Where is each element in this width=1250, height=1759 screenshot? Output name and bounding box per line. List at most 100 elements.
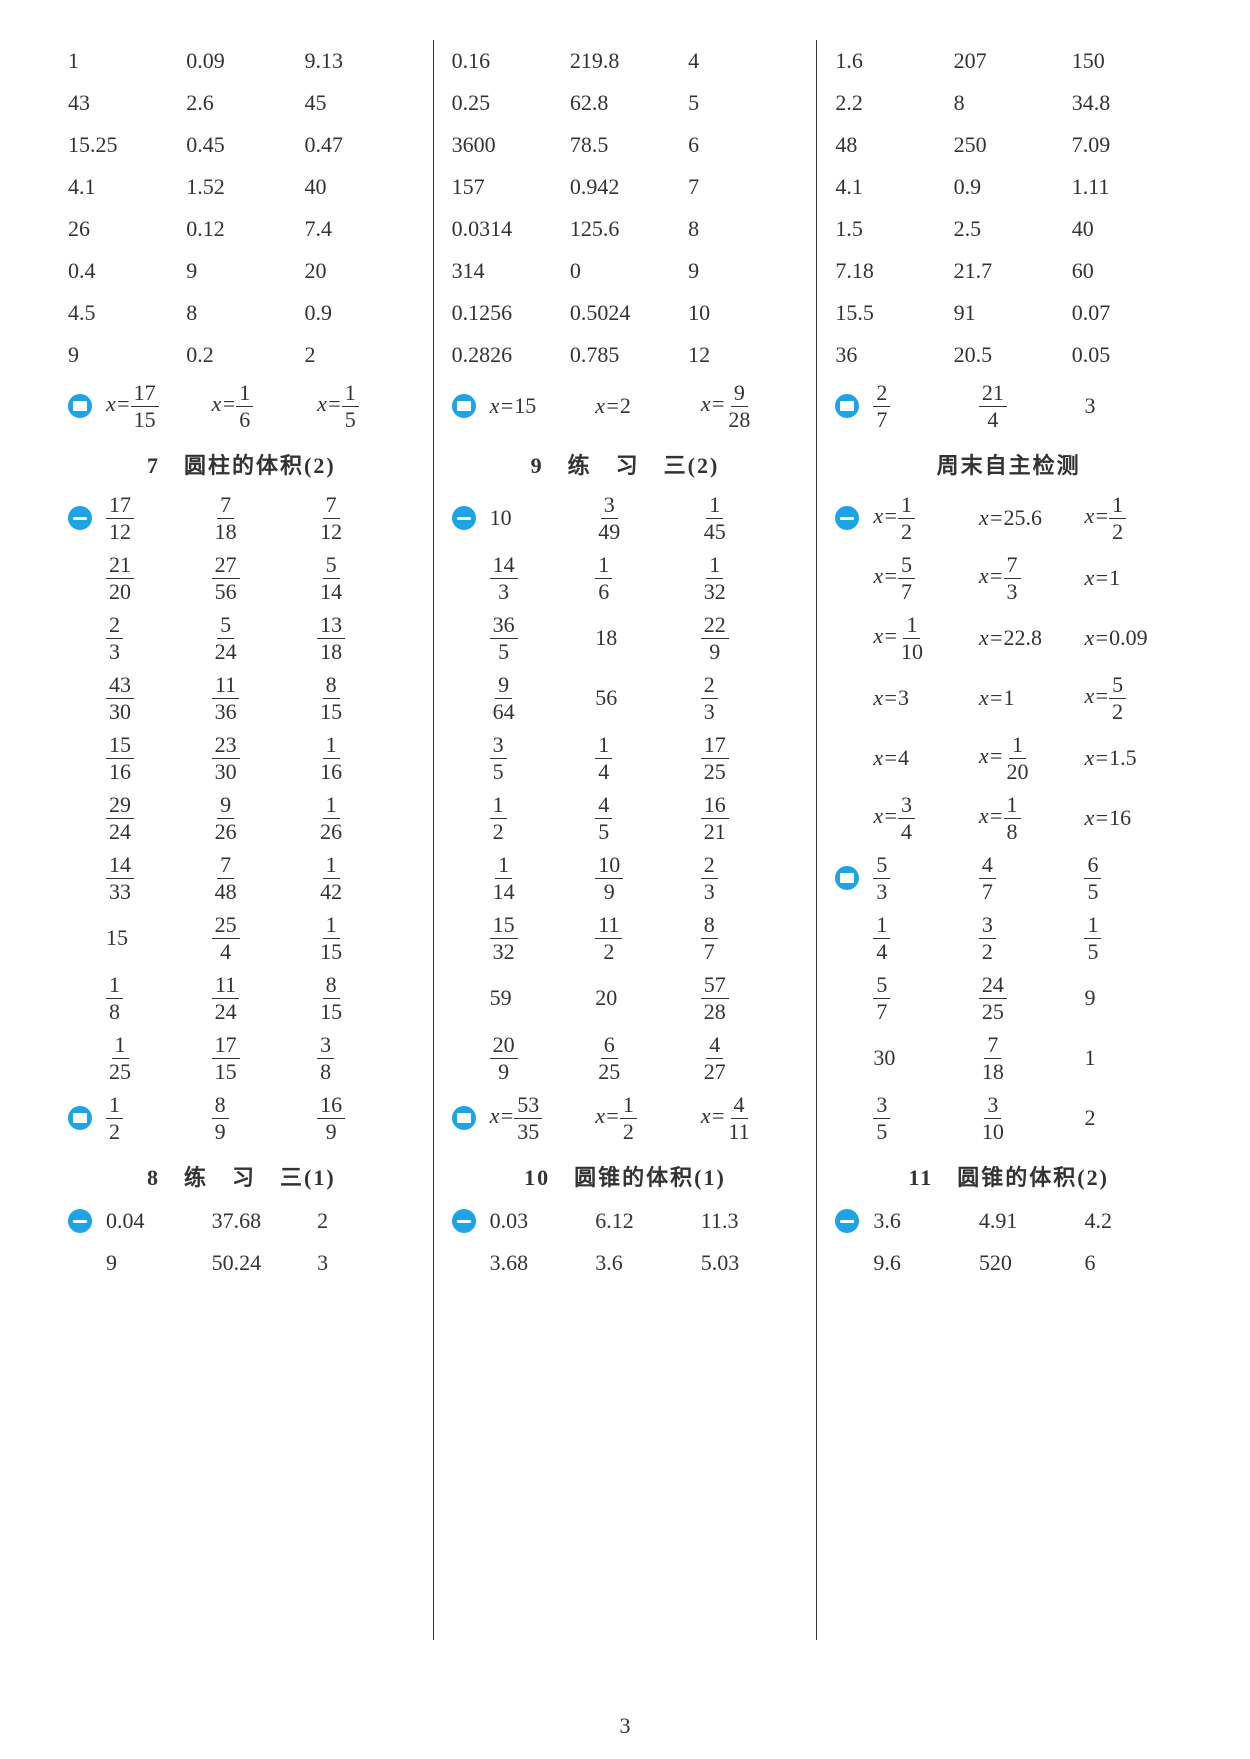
fraction-cell: 14 [595, 732, 693, 785]
bullet-one-icon [68, 506, 92, 530]
cell: 3.6 [873, 1206, 971, 1236]
equation-cell: 169 [317, 1092, 415, 1145]
fraction-row: x=12x=25.6x=12 [835, 488, 1182, 548]
data-row: 3.683.65.03 [452, 1242, 799, 1284]
fraction-cell: 1136 [212, 672, 310, 725]
fraction-cell: x=16 [1084, 803, 1182, 833]
fraction-row: x=110x=22.8x=0.09 [835, 608, 1182, 668]
cell: 314 [452, 256, 562, 286]
fraction-cell: 38 [317, 1032, 415, 1085]
cell: 48 [835, 130, 945, 160]
cell: 0.9 [954, 172, 1064, 202]
fraction-cell: x=0.09 [1084, 623, 1182, 653]
data-row: 9.65206 [835, 1242, 1182, 1284]
fraction-cell: 514 [317, 552, 415, 605]
fraction-cell: 2120 [106, 552, 204, 605]
cell: 0.16 [452, 46, 562, 76]
cell: 0.03 [490, 1206, 588, 1236]
cell: 21.7 [954, 256, 1064, 286]
cell: 2 [317, 1206, 415, 1236]
fraction-cell: 815 [317, 972, 415, 1025]
section-title: 周末自主检测 [835, 448, 1182, 480]
fraction-cell: 87 [701, 912, 799, 965]
cell: 0.09 [186, 46, 296, 76]
cell: 0.0314 [452, 214, 562, 244]
cell: 9 [106, 1248, 204, 1278]
fraction-cell: 20 [595, 983, 693, 1013]
section-title: 11 圆锥的体积(2) [835, 1160, 1182, 1192]
cell: 1.11 [1072, 172, 1182, 202]
cell: 9.6 [873, 1248, 971, 1278]
data-row: 360078.56 [452, 124, 799, 166]
bullet-two-icon [452, 1106, 476, 1130]
fraction-cell: 349 [595, 492, 693, 545]
cell: 0.1256 [452, 298, 562, 328]
equation-row: x=5335x=12x=411 [452, 1088, 799, 1148]
cell: 7 [688, 172, 798, 202]
data-row: 0.0314125.68 [452, 208, 799, 250]
fraction-cell: 209 [490, 1032, 588, 1085]
fraction-cell: 5728 [701, 972, 799, 1025]
cell: 4.1 [835, 172, 945, 202]
cell: 6.12 [595, 1206, 693, 1236]
fraction-row: 235241318 [68, 608, 415, 668]
section-title: 9 练 习 三(2) [452, 448, 799, 480]
fraction-row: 14316132 [452, 548, 799, 608]
cell: 1.5 [835, 214, 945, 244]
cell: 15.5 [835, 298, 945, 328]
cell: 3.6 [595, 1248, 693, 1278]
equation-cell: x=2 [595, 391, 693, 421]
bullet-two-icon [452, 394, 476, 418]
cell: 4.5 [68, 298, 178, 328]
data-row: 31409 [452, 250, 799, 292]
data-row: 2.2834.8 [835, 82, 1182, 124]
bullet-two-icon [835, 866, 859, 890]
fraction-row: 209625427 [452, 1028, 799, 1088]
equation-cell: x=16 [212, 380, 310, 433]
data-row: 4.1 0.9 1.11 [835, 166, 1182, 208]
fraction-cell: 47 [979, 852, 1077, 905]
fraction-cell: x=1.5 [1084, 743, 1182, 773]
data-row: 1.52.540 [835, 208, 1182, 250]
fraction-cell: 1124 [212, 972, 310, 1025]
fraction-cell: 2425 [979, 972, 1077, 1025]
data-row: 482507.09 [835, 124, 1182, 166]
fraction-cell: 12 [490, 792, 588, 845]
fraction-cell: 15 [106, 923, 204, 953]
data-row: 4.11.5240 [68, 166, 415, 208]
fraction-row: 43301136815 [68, 668, 415, 728]
section-title: 7 圆柱的体积(2) [68, 448, 415, 480]
fraction-cell: 57 [873, 972, 971, 1025]
cell: 7.09 [1072, 130, 1182, 160]
data-row: 10.099.13 [68, 40, 415, 82]
equation-cell: x=15 [317, 380, 415, 433]
fraction-row: 1712718712 [68, 488, 415, 548]
equation-cell: 214 [979, 380, 1077, 433]
equation-row: 272143 [835, 376, 1182, 436]
fraction-row: 35141725 [452, 728, 799, 788]
data-row: 0.4920 [68, 250, 415, 292]
fraction-cell: 45 [595, 792, 693, 845]
cell: 4.2 [1084, 1206, 1182, 1236]
fraction-cell: 35 [490, 732, 588, 785]
bullet-one-icon [452, 1209, 476, 1233]
cell: 36 [835, 340, 945, 370]
cell: 157 [452, 172, 562, 202]
fraction-cell: 310 [979, 1092, 1077, 1145]
cell: 7.18 [835, 256, 945, 286]
fraction-row: 1433748142 [68, 848, 415, 908]
fraction-row: 5724259 [835, 968, 1182, 1028]
bullet-one-icon [835, 506, 859, 530]
cell: 20.5 [954, 340, 1064, 370]
cell: 0.942 [570, 172, 680, 202]
fraction-cell: x=3 [873, 683, 971, 713]
fraction-cell: x=73 [979, 552, 1077, 605]
fraction-cell: 1621 [701, 792, 799, 845]
main-columns: 10.099.13432.64515.250.450.474.11.524026… [50, 40, 1200, 1640]
fraction-cell: x=52 [1084, 672, 1182, 725]
fraction-row: 2924926126 [68, 788, 415, 848]
fraction-cell: x=18 [979, 792, 1077, 845]
cell: 125.6 [570, 214, 680, 244]
fraction-cell: x=12 [873, 492, 971, 545]
cell: 2.2 [835, 88, 945, 118]
